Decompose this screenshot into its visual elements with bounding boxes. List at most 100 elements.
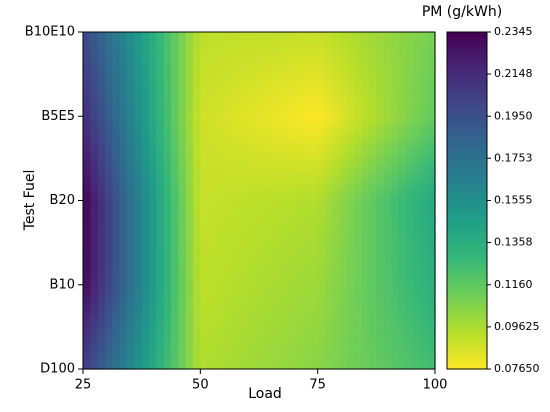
- contour-cell: [339, 279, 348, 286]
- contour-cell: [295, 311, 304, 317]
- contour-cell: [288, 79, 297, 86]
- contour-cell: [310, 211, 319, 217]
- contour-cell: [427, 163, 436, 170]
- contour-cell: [266, 79, 275, 86]
- contour-cell: [149, 116, 157, 123]
- contour-cell: [347, 284, 355, 291]
- contour-cell: [244, 237, 253, 244]
- contour-cell: [413, 242, 421, 249]
- colorbar-segment: [447, 295, 487, 300]
- colorbar-tick-label: 0.1160: [494, 278, 533, 291]
- contour-cell: [420, 342, 429, 349]
- contour-cell: [317, 258, 326, 265]
- contour-cell: [332, 163, 341, 170]
- contour-cell: [391, 353, 399, 360]
- contour-cell: [288, 300, 297, 307]
- contour-cell: [295, 158, 304, 165]
- contour-cell: [420, 153, 429, 159]
- contour-cell: [97, 142, 106, 149]
- contour-cell: [339, 153, 348, 159]
- contour-cell: [105, 237, 113, 244]
- contour-cell: [97, 74, 106, 80]
- contour-cell: [134, 321, 143, 328]
- contour-cell: [310, 132, 319, 138]
- contour-cell: [347, 147, 355, 154]
- contour-cell: [134, 174, 143, 181]
- contour-cell: [310, 68, 319, 75]
- contour-cell: [119, 247, 128, 254]
- contour-cell: [383, 37, 392, 44]
- contour-cell: [171, 116, 179, 123]
- contour-cell: [163, 232, 172, 238]
- colorbar-tick-label: 0.1358: [494, 236, 533, 249]
- contour-cell: [97, 110, 106, 117]
- contour-cell: [273, 205, 282, 212]
- contour-cell: [266, 42, 275, 49]
- contour-cell: [237, 284, 245, 291]
- contour-cell: [171, 295, 179, 302]
- contour-cell: [339, 42, 348, 49]
- contour-cell: [310, 42, 319, 49]
- contour-cell: [193, 274, 201, 281]
- contour-cell: [127, 337, 135, 344]
- contour-cell: [237, 216, 245, 223]
- contour-cell: [112, 84, 121, 91]
- contour-cell: [391, 47, 399, 54]
- contour-cell: [105, 37, 113, 44]
- contour-cell: [134, 311, 143, 317]
- contour-cell: [303, 268, 311, 275]
- contour-cell: [90, 89, 99, 96]
- contour-cell: [193, 79, 201, 86]
- contour-cell: [383, 305, 392, 312]
- contour-cell: [237, 95, 245, 102]
- contour-cell: [207, 158, 216, 165]
- contour-cell: [295, 142, 304, 149]
- contour-cell: [171, 163, 179, 170]
- contour-cell: [310, 232, 319, 238]
- contour-cell: [413, 47, 421, 54]
- contour-cell: [134, 326, 143, 333]
- contour-cell: [295, 326, 304, 333]
- contour-cell: [207, 68, 216, 75]
- contour-cell: [207, 279, 216, 286]
- contour-cell: [391, 337, 399, 344]
- y-tick-label: B20: [50, 193, 75, 208]
- contour-cell: [97, 184, 106, 191]
- contour-cell: [288, 121, 297, 128]
- contour-cell: [229, 137, 238, 144]
- contour-cell: [288, 358, 297, 365]
- contour-cell: [105, 284, 113, 291]
- colorbar-segment: [447, 54, 487, 58]
- contour-cell: [303, 300, 311, 307]
- contour-cell: [369, 153, 377, 159]
- contour-cell: [332, 37, 341, 44]
- contour-cell: [376, 168, 385, 175]
- contour-cell: [376, 305, 385, 312]
- contour-cell: [266, 237, 275, 244]
- contour-cell: [105, 263, 113, 270]
- contour-cell: [325, 326, 333, 333]
- contour-cell: [317, 168, 326, 175]
- contour-cell: [229, 290, 238, 296]
- contour-cell: [383, 258, 392, 265]
- contour-cell: [112, 137, 121, 144]
- contour-cell: [347, 290, 355, 296]
- contour-cell: [127, 305, 135, 312]
- contour-cell: [112, 195, 121, 202]
- contour-cell: [420, 295, 429, 302]
- contour-cell: [281, 147, 289, 154]
- contour-cell: [185, 205, 194, 212]
- contour-cell: [222, 74, 231, 80]
- contour-cell: [163, 200, 172, 207]
- colorbar-segment: [447, 366, 487, 370]
- contour-cell: [97, 300, 106, 307]
- contour-cell: [105, 295, 113, 302]
- contour-cell: [193, 95, 201, 102]
- contour-cell: [134, 316, 143, 323]
- contour-cell: [325, 295, 333, 302]
- contour-cell: [149, 205, 157, 212]
- contour-cell: [369, 342, 377, 349]
- contour-cell: [127, 147, 135, 154]
- contour-cell: [185, 58, 194, 65]
- contour-cell: [178, 279, 187, 286]
